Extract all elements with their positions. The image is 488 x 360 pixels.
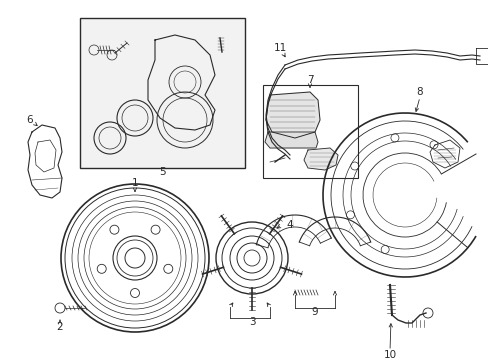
- Text: 9: 9: [311, 307, 318, 317]
- Polygon shape: [264, 132, 317, 148]
- Bar: [263, 85, 357, 178]
- Text: 7: 7: [306, 75, 313, 85]
- Text: 5: 5: [159, 167, 165, 177]
- Text: 1: 1: [131, 178, 138, 188]
- Text: 8: 8: [416, 87, 423, 97]
- Text: 2: 2: [57, 322, 63, 332]
- Text: 11: 11: [273, 43, 286, 53]
- Text: 10: 10: [383, 350, 396, 360]
- Polygon shape: [304, 148, 337, 170]
- Text: 4: 4: [286, 220, 293, 230]
- Polygon shape: [265, 92, 319, 138]
- Text: 3: 3: [248, 317, 255, 327]
- Bar: [80, 18, 244, 168]
- Text: 6: 6: [27, 115, 33, 125]
